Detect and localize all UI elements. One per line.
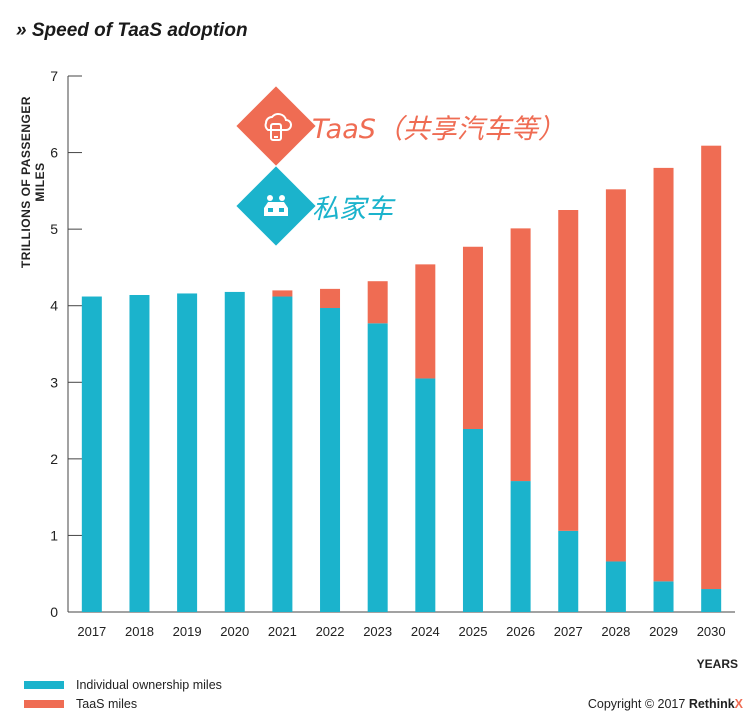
bar-taas-2026 [510,228,531,482]
bar-taas-2022 [320,288,341,309]
bar-taas-2029 [653,167,674,582]
private-car-overlay-label: 私家车 [312,193,393,225]
y-tick-label-3: 3 [50,374,58,390]
legend-item-taas: TaaS miles [24,697,137,711]
bar-individual-2025 [462,428,483,612]
taas-overlay-label: TaaS（共享汽车等） [312,113,565,145]
y-tick-label-6: 6 [50,145,58,161]
family-car-icon [236,166,316,246]
bar-taas-2024 [415,264,436,379]
x-tick-label-2025: 2025 [459,624,488,639]
x-tick-label-2030: 2030 [697,624,726,639]
brand-x: X [734,697,743,711]
bar-taas-2023 [367,281,388,324]
copyright-text: Copyright © 2017 [587,697,686,711]
bar-taas-2021 [272,290,293,297]
x-tick-label-2024: 2024 [411,624,440,639]
copyright-notice: Copyright © 2017 RethinkX [588,697,743,711]
legend-label-individual: Individual ownership miles [76,678,222,692]
x-axis-label: YEARS [697,657,738,671]
x-tick-label-2028: 2028 [601,624,630,639]
x-tick-label-2021: 2021 [268,624,297,639]
y-tick-label-7: 7 [50,68,58,84]
bar-individual-2022 [320,308,341,612]
legend-label-taas: TaaS miles [76,697,138,711]
bar-taas-2028 [605,189,626,562]
bar-taas-2025 [462,246,483,429]
legend-swatch-taas [24,700,64,708]
y-tick-label-0: 0 [50,604,58,620]
x-tick-label-2026: 2026 [506,624,535,639]
x-tick-label-2027: 2027 [554,624,583,639]
bar-individual-2019 [177,293,198,612]
bar-individual-2023 [367,323,388,612]
cloud-car-phone-icon [236,86,316,166]
bar-individual-2020 [224,291,245,612]
taas-overlay: TaaS（共享汽车等） [236,86,565,166]
x-tick-label-2022: 2022 [316,624,345,639]
x-tick-label-2019: 2019 [173,624,202,639]
bar-individual-2030 [701,589,722,612]
x-tick-label-2029: 2029 [649,624,678,639]
bar-individual-2024 [415,378,436,612]
legend-swatch-individual [24,681,64,689]
y-tick-label-2: 2 [50,451,58,467]
y-tick-label-4: 4 [50,298,58,314]
bar-individual-2027 [558,530,579,612]
bar-individual-2018 [129,294,150,612]
bar-individual-2017 [81,296,102,612]
x-tick-label-2018: 2018 [125,624,154,639]
x-tick-label-2023: 2023 [363,624,392,639]
x-tick-label-2017: 2017 [77,624,106,639]
private-car-overlay: 私家车 [236,166,393,246]
brand-name: Rethink [688,697,735,711]
bar-individual-2021 [272,296,293,612]
bar-taas-2027 [558,210,579,531]
chart-title: » Speed of TaaS adoption [16,20,248,41]
bar-individual-2029 [653,581,674,612]
bar-taas-2030 [701,145,722,590]
x-tick-label-2020: 2020 [220,624,249,639]
bar-individual-2028 [605,561,626,612]
y-tick-label-5: 5 [50,221,58,237]
y-tick-label-1: 1 [50,527,58,543]
bar-individual-2026 [510,481,531,612]
legend-item-individual: Individual ownership miles [24,678,222,692]
